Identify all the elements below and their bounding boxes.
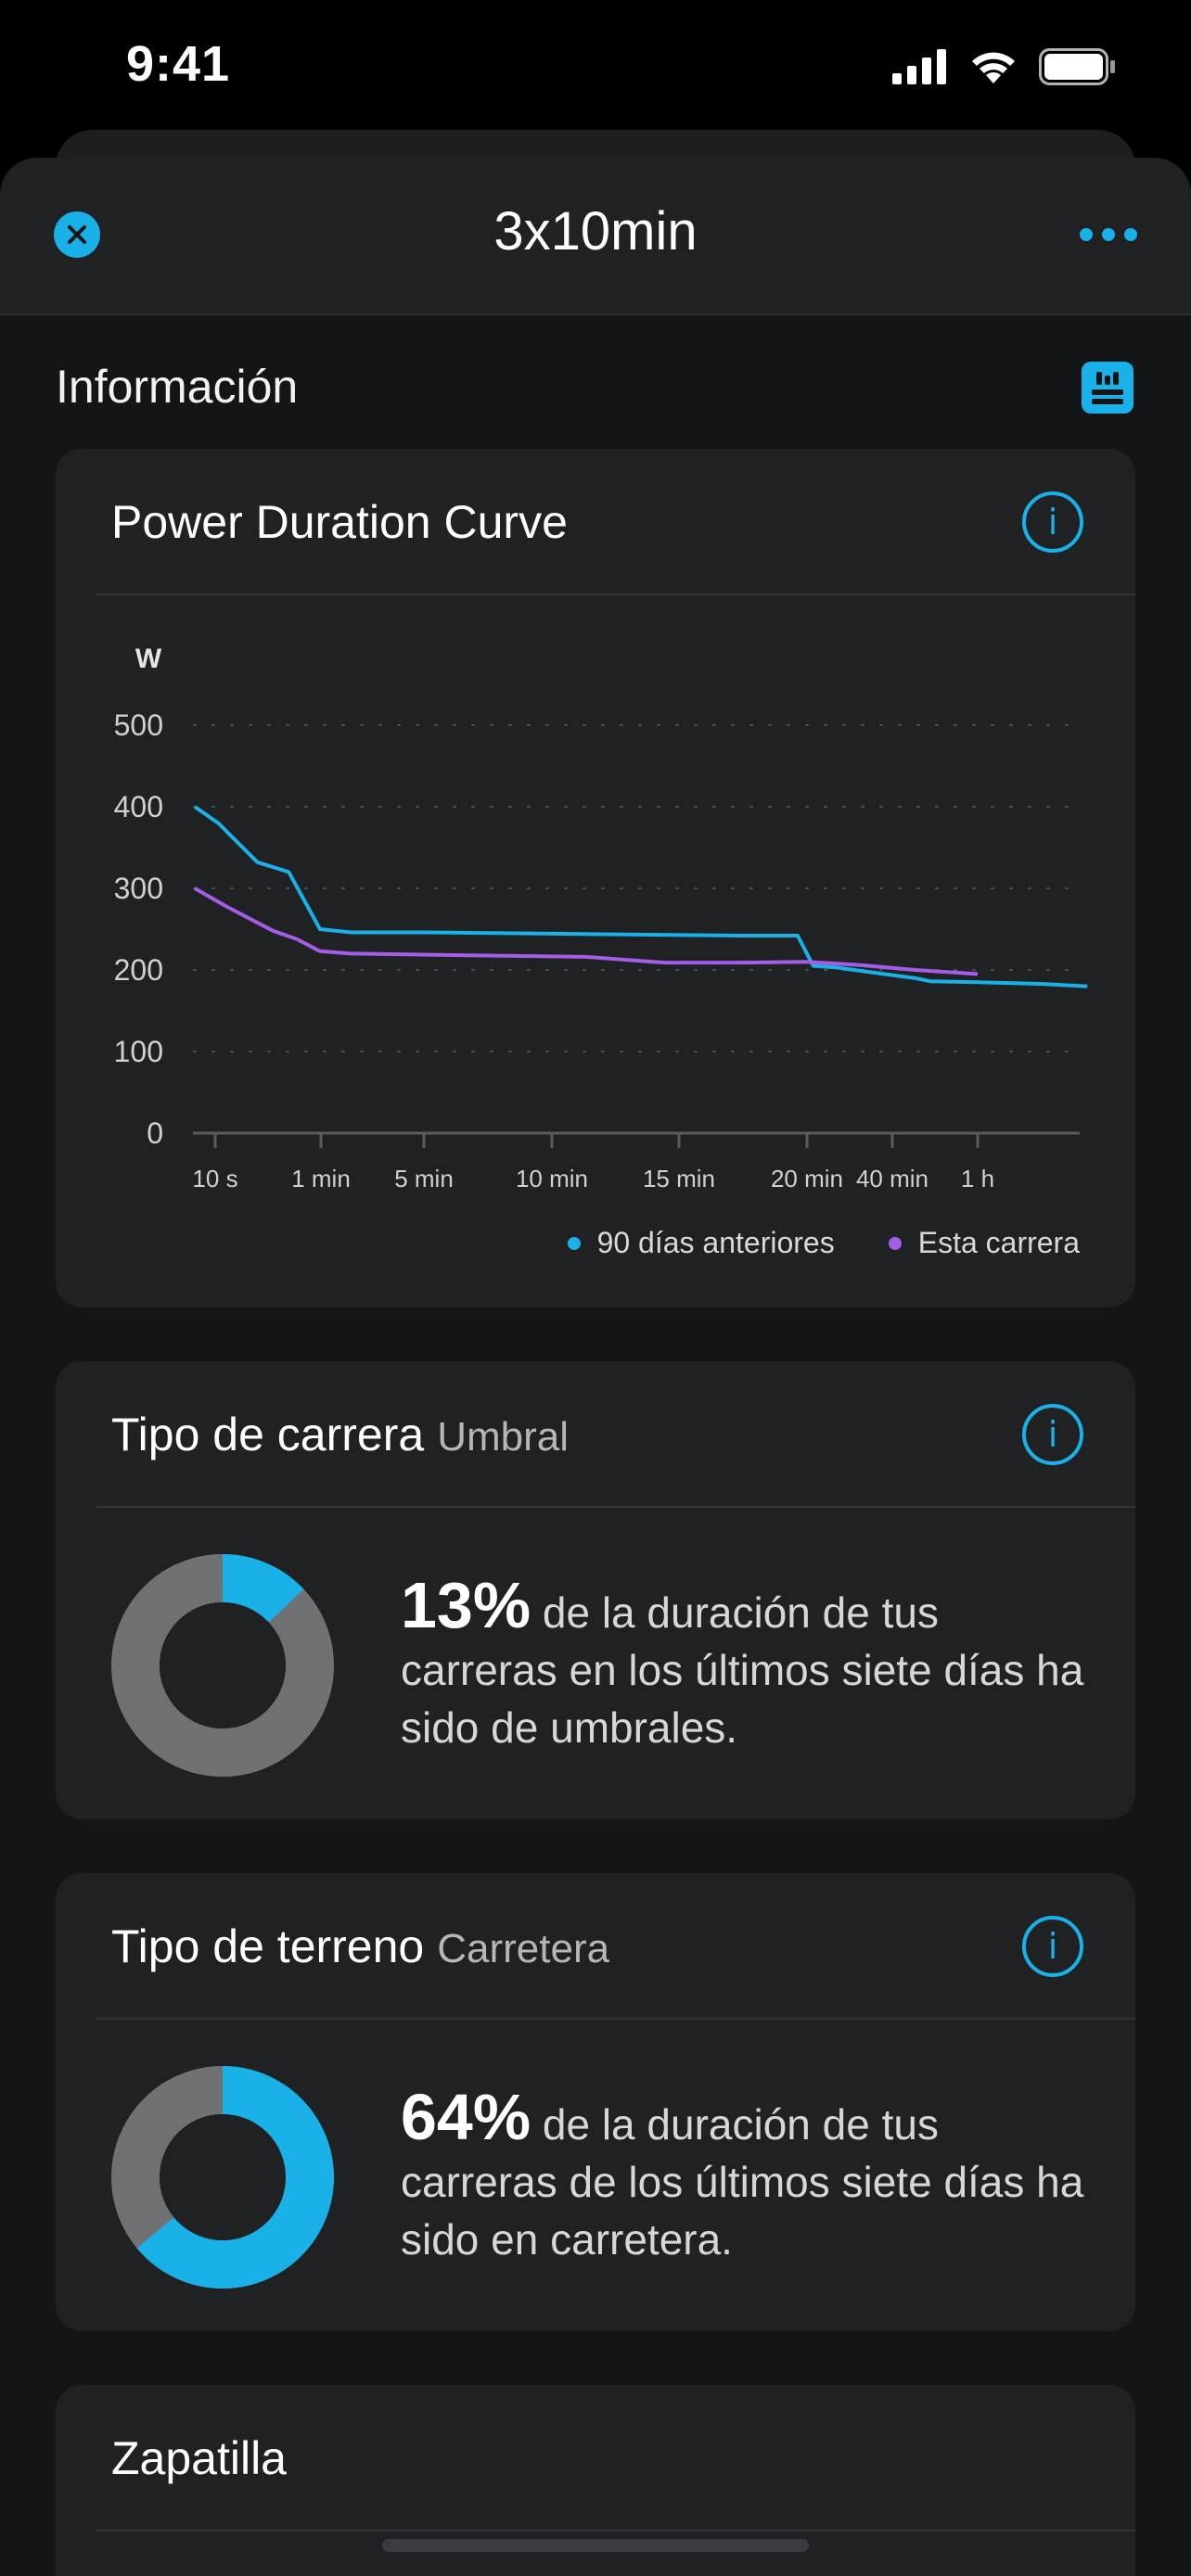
battery-icon (1039, 48, 1115, 85)
terrain-summary: 64% de la duración de tus carreras de lo… (56, 2021, 1135, 2331)
close-icon (68, 225, 86, 244)
series-line-previous (193, 805, 1088, 988)
card-title: Tipo de carrera Umbral (111, 1408, 569, 1461)
card-title: Zapatilla (111, 2432, 287, 2484)
donut-segment (136, 2066, 334, 2289)
status-icons (892, 48, 1117, 85)
legend-dot-icon (567, 1236, 581, 1250)
x-tick-label: 1 h (961, 1165, 994, 1192)
card-title-text: Tipo de terreno (111, 1920, 425, 1972)
more-icon-dot (1124, 228, 1137, 241)
y-tick-label: 200 (114, 953, 163, 987)
close-button[interactable] (54, 211, 100, 258)
card-header: Power Duration Curve i (96, 449, 1135, 595)
x-tick-label: 10 min (516, 1165, 588, 1192)
layout-icon (1092, 372, 1123, 404)
x-tick-label: 1 min (291, 1165, 351, 1192)
signal-icon (892, 49, 946, 84)
x-tick-label: 20 min (771, 1165, 843, 1192)
y-tick-label: 100 (114, 1035, 163, 1068)
legend-label: 90 días anteriores (596, 1226, 835, 1259)
run-type-summary: 13% de la duración de tus carreras en lo… (56, 1510, 1135, 1819)
x-tick-label: 40 min (856, 1165, 928, 1192)
status-time: 9:41 (126, 36, 231, 92)
section-title: Información (56, 361, 299, 413)
series-line-current (194, 886, 979, 976)
power-duration-card: Power Duration Curve i W 500 400 300 200 100 0… (56, 449, 1135, 1307)
info-icon: i (1047, 1926, 1058, 1967)
home-indicator[interactable] (382, 2539, 809, 2552)
y-axis-label: W (135, 644, 162, 674)
workout-sheet: 3x10min Información (0, 158, 1191, 2576)
x-tick-label: 5 min (394, 1165, 454, 1192)
percent-value: 64% (401, 2081, 531, 2153)
legend-item-previous: 90 días anteriores (567, 1226, 835, 1260)
info-button[interactable]: i (1022, 491, 1083, 553)
y-tick-label: 300 (114, 872, 163, 905)
card-title: Power Duration Curve (111, 496, 568, 548)
section-layout-button[interactable] (1082, 362, 1133, 414)
card-header: Tipo de carrera Umbral i (96, 1361, 1135, 1508)
info-button[interactable]: i (1022, 1916, 1083, 1977)
card-header: Tipo de terreno Carretera i (96, 1873, 1135, 2020)
power-duration-svg: W 500 400 300 200 100 0 10 s 1 min 5 min 10 min 15 … (114, 644, 1088, 1192)
legend-item-current: Esta carrera (888, 1226, 1080, 1260)
y-tick-label: 0 (147, 1116, 163, 1150)
card-subtitle: Umbral (437, 1414, 569, 1460)
y-tick-label: 400 (114, 790, 163, 823)
more-icon-dot (1080, 228, 1093, 241)
x-tick-label: 10 s (192, 1165, 237, 1192)
section-header: Información (0, 315, 1191, 445)
terrain-type-card: Tipo de terreno Carretera i 64% de la dur… (56, 1873, 1135, 2331)
card-title-text: Tipo de carrera (111, 1409, 425, 1460)
donut-segment (223, 1554, 304, 1623)
more-options-button[interactable] (1080, 228, 1137, 241)
legend-label: Esta carrera (917, 1226, 1080, 1259)
y-tick-label: 500 (114, 708, 163, 742)
nav-title: 3x10min (493, 201, 698, 261)
card-subtitle: Carretera (437, 1926, 610, 1971)
terrain-donut (111, 2066, 334, 2289)
status-bar: 9:41 (0, 0, 1191, 130)
info-button[interactable]: i (1022, 1404, 1083, 1465)
navigation-bar: 3x10min (0, 158, 1191, 315)
run-type-card: Tipo de carrera Umbral i 13% de la duraci… (56, 1361, 1135, 1819)
run-type-donut (111, 1554, 334, 1777)
percent-value: 13% (401, 1569, 531, 1641)
legend-dot-icon (888, 1236, 902, 1250)
info-icon: i (1047, 1414, 1058, 1455)
run-type-description: 13% de la duración de tus carreras en lo… (401, 1573, 1106, 1756)
x-tick-label: 15 min (643, 1165, 715, 1192)
donut-hole (160, 1602, 286, 1728)
card-header: Zapatilla (96, 2385, 1135, 2531)
description-text: de la duración de tus carreras de los úl… (401, 2100, 1084, 2264)
card-title: Tipo de terreno Carretera (111, 1919, 609, 1973)
power-duration-chart: W 500 400 300 200 100 0 10 s 1 min 5 min 10 min 15 … (56, 597, 1135, 1192)
wifi-icon (972, 52, 1015, 83)
chart-legend: 90 días anteriores Esta carrera (567, 1226, 1080, 1260)
more-icon-dot (1102, 228, 1115, 241)
description-text: de la duración de tus carreras en los úl… (401, 1588, 1084, 1752)
terrain-description: 64% de la duración de tus carreras de lo… (401, 2085, 1106, 2268)
info-icon: i (1047, 502, 1058, 542)
donut-hole (160, 2114, 286, 2240)
